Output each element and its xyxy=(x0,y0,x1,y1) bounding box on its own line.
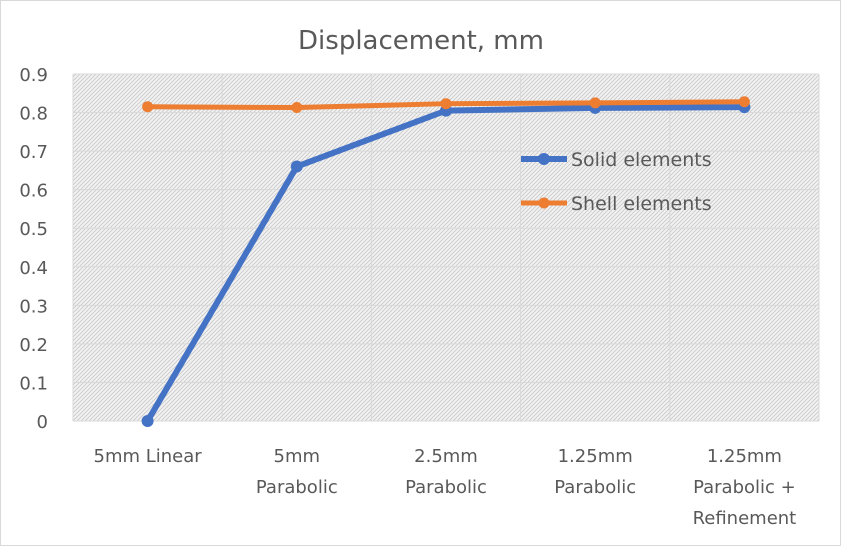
y-tick-label: 0.4 xyxy=(19,258,48,279)
x-category-label: 1.25mm Parabolic xyxy=(554,446,636,498)
x-category-label: 1.25mm Parabolic + Refinement xyxy=(693,446,797,529)
legend-marker xyxy=(538,197,550,209)
y-tick-label: 0.5 xyxy=(19,219,48,240)
legend-marker xyxy=(538,153,550,165)
legend-label: Solid elements xyxy=(571,149,712,171)
data-point xyxy=(589,97,601,109)
data-point xyxy=(141,415,154,427)
data-point xyxy=(291,102,303,114)
chart-title: Displacement, mm xyxy=(298,26,544,56)
legend-label: Shell elements xyxy=(571,193,712,215)
y-tick-label: 0.7 xyxy=(19,142,48,163)
data-point xyxy=(440,98,452,110)
y-axis-tick-labels: 0 0.1 0.2 0.3 0.4 0.5 0.6 0.7 0.8 0.9 xyxy=(19,65,48,433)
legend: Solid elements Shell elements xyxy=(521,149,712,215)
x-category-label: 2.5mm Parabolic xyxy=(405,446,487,498)
y-tick-label: 0.9 xyxy=(19,65,48,86)
gridlines xyxy=(72,73,820,422)
y-tick-label: 0.6 xyxy=(19,181,48,202)
series-layer xyxy=(141,96,751,427)
x-category-label: 5mm Linear xyxy=(94,446,203,467)
y-tick-label: 0.3 xyxy=(19,296,48,317)
y-tick-label: 0.2 xyxy=(19,335,48,356)
series-shell xyxy=(142,96,750,114)
y-tick-label: 0 xyxy=(37,412,48,433)
data-point xyxy=(142,101,154,113)
data-point xyxy=(290,160,303,173)
x-category-label: 5mm Parabolic xyxy=(256,446,338,498)
plot-area xyxy=(73,74,819,421)
y-tick-label: 0.8 xyxy=(19,104,48,125)
data-point xyxy=(738,96,750,108)
y-tick-label: 0.1 xyxy=(19,373,48,394)
x-axis-category-labels: 5mm Linear 5mm Parabolic 2.5mm Parabolic 1.25… xyxy=(94,446,797,529)
